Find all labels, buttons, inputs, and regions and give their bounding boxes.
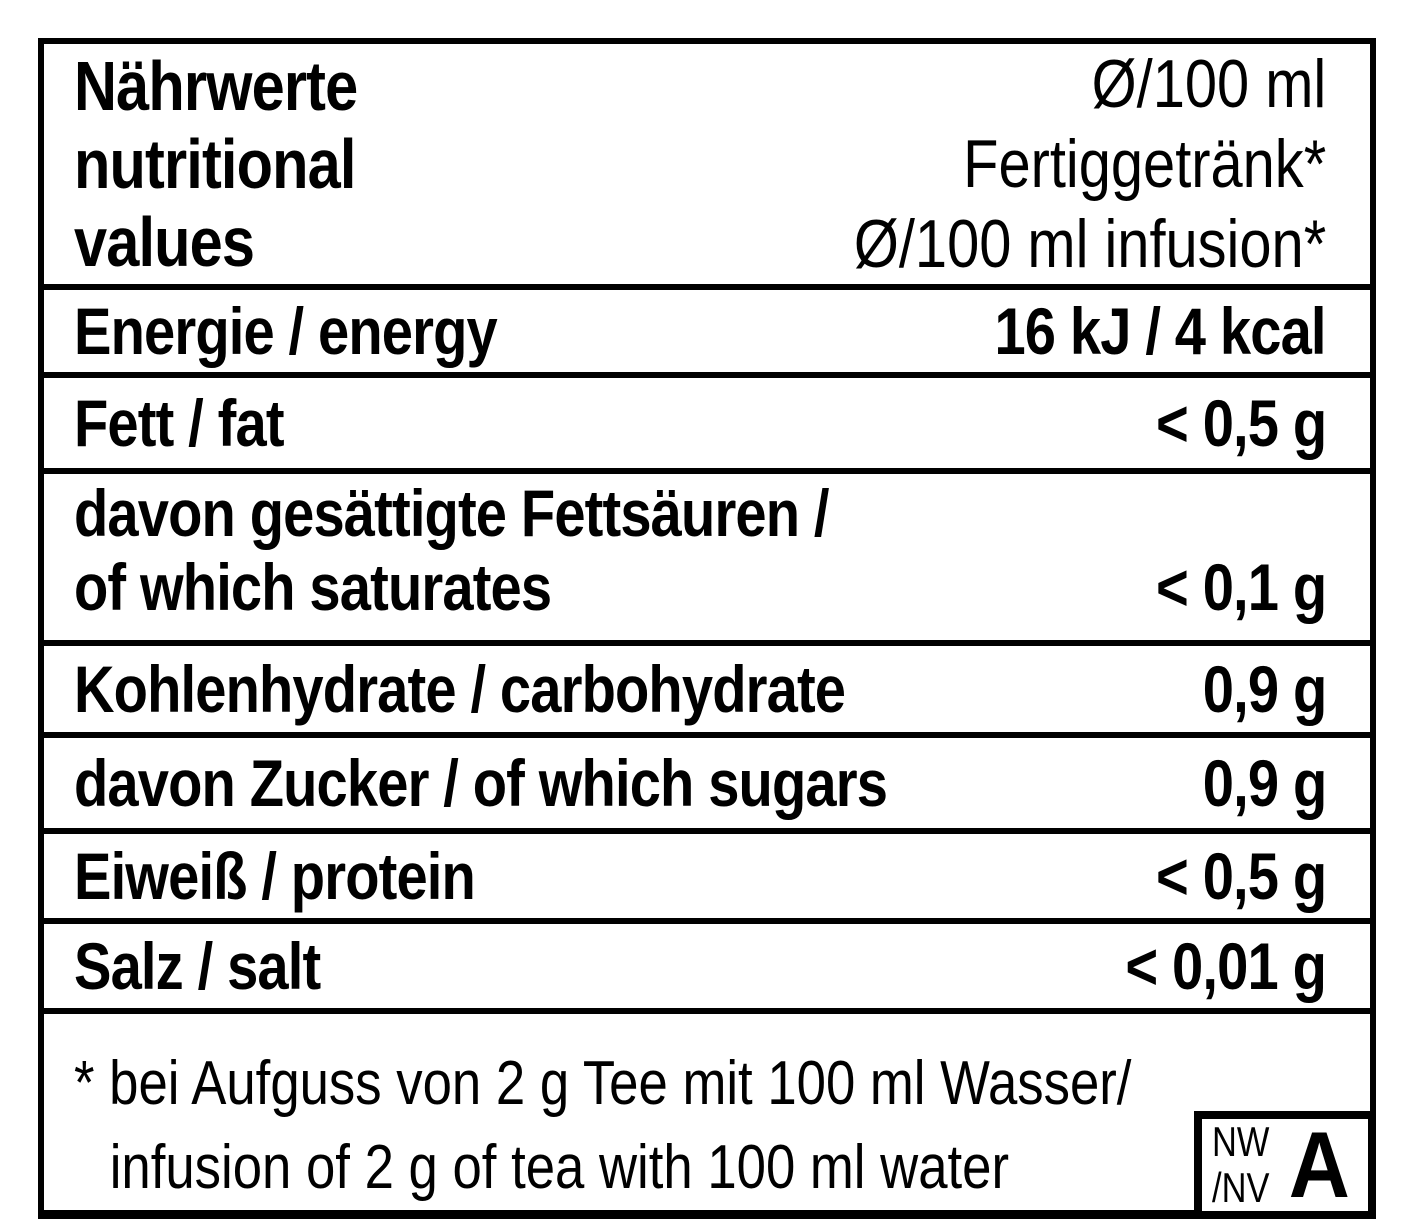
unit-header-en: Ø/100 ml infusion* [853, 206, 1326, 282]
row-value-saturates: < 0,1 g [1155, 550, 1327, 624]
table-title-en: nutritional values [74, 125, 356, 281]
table-row-carbohydrate: Kohlenhydrate / carbohydrate 0,9 g [44, 640, 1370, 732]
nutrition-label-page: Nährwerte nutritional values Ø/100 ml Fe… [38, 38, 1376, 1219]
table-unit-column-header: Ø/100 ml Fertiggetränk* Ø/100 ml infusio… [727, 44, 1326, 284]
nwnv-corner-badge: NW /NV A [1194, 1111, 1376, 1219]
footnote-text: * bei Aufguss von 2 g Tee mit 100 ml Was… [74, 1042, 1138, 1210]
row-label-energy: Energie / energy [74, 294, 498, 368]
table-header-row: Nährwerte nutritional values Ø/100 ml Fe… [44, 44, 1370, 284]
row-label-saturates-de: davon gesättigte Fettsäuren / [74, 476, 830, 550]
table-row-sugars: davon Zucker / of which sugars 0,9 g [44, 732, 1370, 828]
row-value-carbohydrate: 0,9 g [1202, 652, 1326, 726]
table-row-energy: Energie / energy 16 kJ / 4 kcal [44, 284, 1370, 372]
row-label-carbohydrate: Kohlenhydrate / carbohydrate [74, 652, 846, 726]
row-label-protein: Eiweiß / protein [74, 839, 476, 913]
row-value-sugars: 0,9 g [1202, 746, 1326, 820]
row-label-saturates: davon gesättigte Fettsäuren / of which s… [74, 476, 830, 624]
row-label-salt: Salz / salt [74, 929, 321, 1003]
table-row-fat: Fett / fat < 0,5 g [44, 372, 1370, 468]
table-title-de: Nährwerte [74, 47, 358, 125]
row-value-energy: 16 kJ / 4 kcal [994, 294, 1327, 368]
unit-header-de: Ø/100 ml Fertiggetränk* [962, 46, 1326, 202]
table-row-salt: Salz / salt < 0,01 g [44, 918, 1370, 1008]
row-value-salt: < 0,01 g [1125, 929, 1326, 1003]
row-label-sugars: davon Zucker / of which sugars [74, 746, 888, 820]
nwnv-abbrev-line2: /NV [1212, 1164, 1270, 1211]
variant-letter: A [1288, 1112, 1350, 1217]
table-row-saturates: davon gesättigte Fettsäuren / of which s… [44, 468, 1370, 640]
footnote-line-de: * bei Aufguss von 2 g Tee mit 100 ml Was… [74, 1049, 1132, 1118]
footnote-line-en: infusion of 2 g of tea with 100 ml water [109, 1133, 1010, 1202]
nutrition-table: Nährwerte nutritional values Ø/100 ml Fe… [38, 38, 1376, 1219]
nwnv-abbreviation: NW /NV [1212, 1119, 1269, 1211]
footnote-row: * bei Aufguss von 2 g Tee mit 100 ml Was… [44, 1008, 1370, 1210]
row-value-fat: < 0,5 g [1155, 386, 1327, 460]
table-title: Nährwerte nutritional values [74, 47, 540, 281]
table-row-protein: Eiweiß / protein < 0,5 g [44, 828, 1370, 918]
nwnv-abbrev-line1: NW [1212, 1118, 1270, 1165]
row-label-fat: Fett / fat [74, 386, 285, 460]
row-label-saturates-en: of which saturates [74, 550, 552, 624]
row-value-protein: < 0,5 g [1155, 839, 1327, 913]
